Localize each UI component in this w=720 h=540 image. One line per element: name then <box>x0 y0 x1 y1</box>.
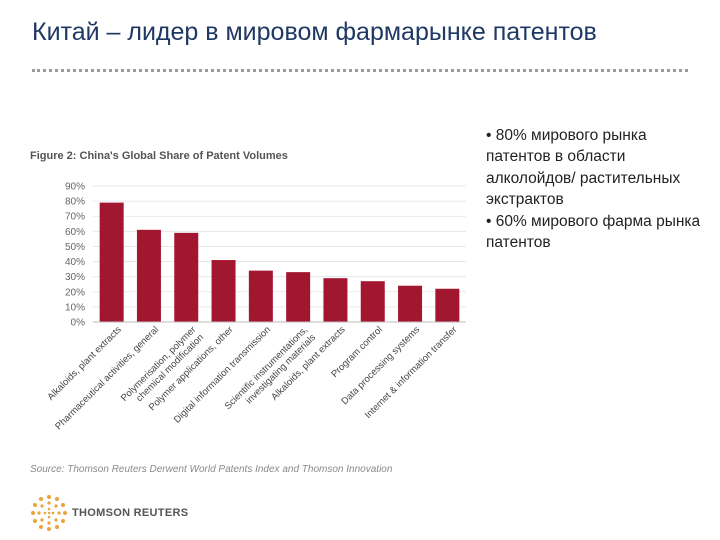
bar <box>360 281 385 322</box>
bar <box>398 285 423 322</box>
slide-title: Китай – лидер в мировом фармарынке патен… <box>32 18 597 46</box>
bullet-item: • 80% мирового рынка патентов в области … <box>486 127 681 209</box>
bullet-item: • 60% мирового фарма рынка патентов <box>486 212 701 252</box>
bar <box>435 288 460 322</box>
x-tick-label-line: Polymerisation, polymer <box>119 324 198 403</box>
y-tick-label: 50% <box>65 242 85 253</box>
x-tick-label: Alkaloids, plant extracts <box>45 324 124 403</box>
chart-source: Source: Thomson Reuters Derwent World Pa… <box>30 464 393 475</box>
logo-text: THOMSON REUTERS <box>72 507 189 519</box>
y-tick-label: 70% <box>65 212 85 223</box>
x-tick-label-line: Alkaloids, plant extracts <box>45 324 124 403</box>
y-tick-label: 40% <box>65 257 85 268</box>
bar-chart: 90% 80% 70% 60% 50% 40% 30% 20% 10% 0%Alkaloids, … <box>45 182 466 432</box>
bar <box>99 202 124 322</box>
y-tick-label: 10% <box>65 302 85 313</box>
y-tick-label: 80% <box>65 197 85 208</box>
logo-mark-icon <box>31 495 67 531</box>
y-tick-label: 0% <box>71 318 86 329</box>
bar <box>211 260 236 322</box>
y-tick-label: 60% <box>65 227 85 238</box>
bar <box>174 232 199 322</box>
bar <box>323 278 348 322</box>
y-tick-label: 20% <box>65 287 85 298</box>
bar <box>248 270 273 322</box>
bar <box>136 229 161 322</box>
bar <box>286 272 311 322</box>
y-tick-label: 90% <box>65 182 85 193</box>
y-tick-label: 30% <box>65 272 85 283</box>
chart-title: Figure 2: China's Global Share of Patent… <box>30 150 288 162</box>
title-divider <box>32 69 688 72</box>
bullet-list: • 80% мирового рынка патентов в области … <box>486 125 701 253</box>
